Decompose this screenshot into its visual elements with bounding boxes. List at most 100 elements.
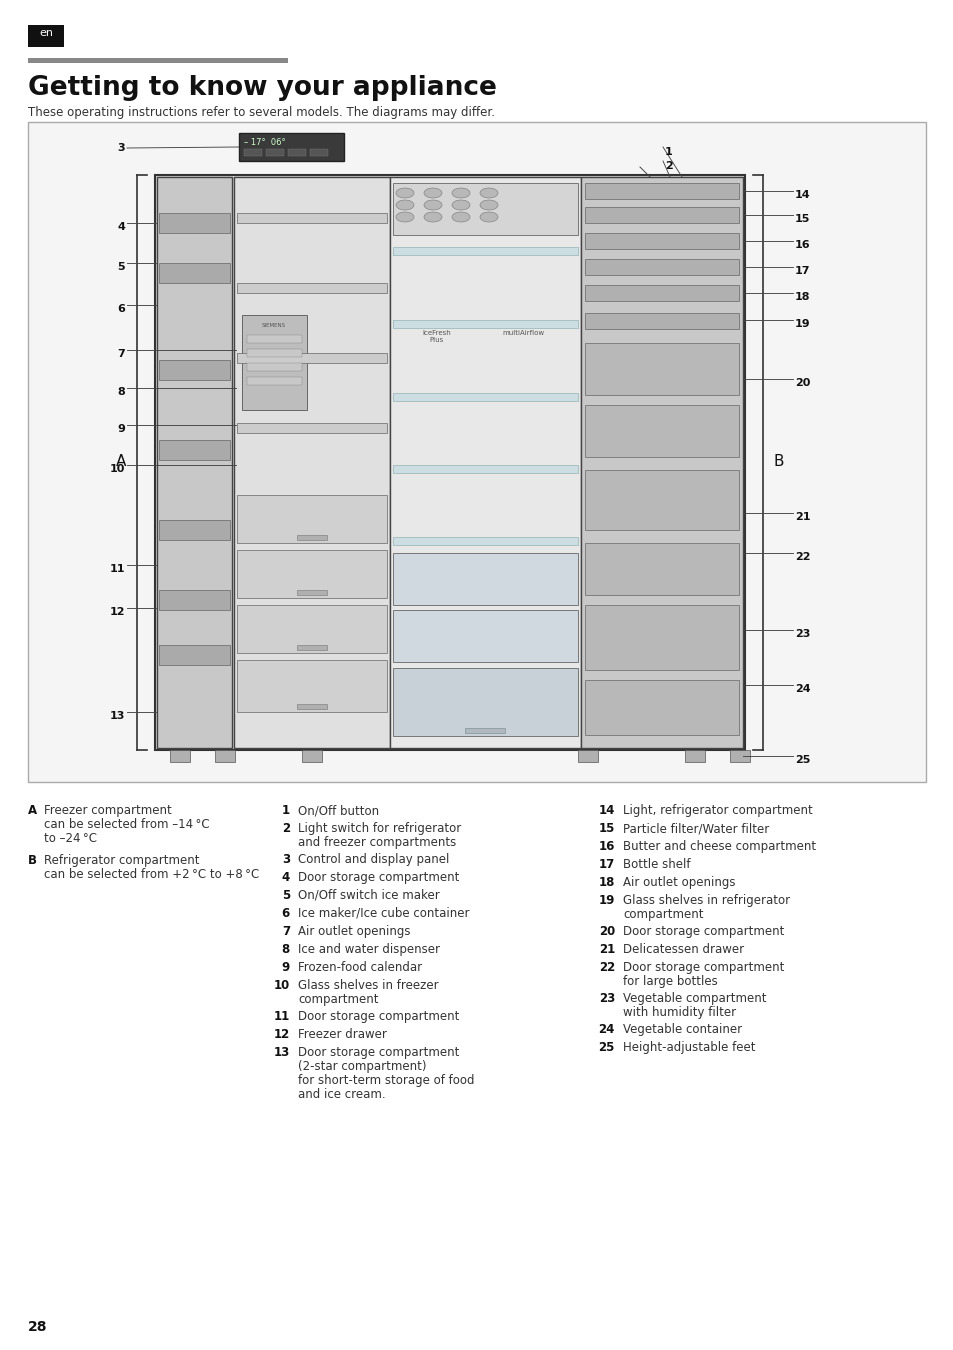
Bar (28, 58, 288, 63)
Text: 8: 8 (117, 387, 125, 397)
Text: en: en (39, 28, 53, 38)
Text: 21: 21 (598, 944, 615, 956)
Bar (288, 148, 306, 157)
Bar (170, 751, 190, 761)
Text: 24: 24 (598, 1023, 615, 1035)
Bar (584, 285, 739, 301)
Text: 8: 8 (281, 944, 290, 956)
Text: 10: 10 (274, 979, 290, 992)
Text: (2-star compartment): (2-star compartment) (297, 1060, 426, 1073)
Text: Air outlet openings: Air outlet openings (297, 925, 410, 938)
Text: Air outlet openings: Air outlet openings (622, 876, 735, 890)
Text: 4: 4 (117, 221, 125, 232)
Ellipse shape (479, 212, 497, 221)
Bar (242, 315, 307, 410)
Text: Height-adjustable feet: Height-adjustable feet (622, 1041, 755, 1054)
Bar (159, 520, 230, 540)
Text: Light, refrigerator compartment: Light, refrigerator compartment (622, 805, 812, 817)
Bar (393, 184, 578, 235)
Bar (729, 751, 749, 761)
Bar (159, 263, 230, 284)
Text: – 17°  06°: – 17° 06° (244, 138, 285, 147)
Text: Light switch for refrigerator: Light switch for refrigerator (297, 822, 460, 836)
Bar (157, 177, 232, 748)
Text: 22: 22 (794, 552, 810, 562)
Text: 18: 18 (598, 876, 615, 890)
Text: 15: 15 (598, 822, 615, 836)
Text: 22: 22 (598, 961, 615, 973)
Bar (244, 148, 262, 157)
Text: Refrigerator compartment: Refrigerator compartment (44, 855, 199, 867)
Text: 6: 6 (281, 907, 290, 919)
Bar (393, 247, 578, 255)
Text: Ice and water dispenser: Ice and water dispenser (297, 944, 439, 956)
Text: to –24 °C: to –24 °C (44, 832, 97, 845)
Text: compartment: compartment (622, 909, 702, 921)
Bar (584, 207, 739, 223)
Bar (296, 703, 327, 709)
Bar (390, 177, 580, 748)
Bar (584, 470, 739, 531)
Bar (247, 350, 302, 356)
Text: A: A (28, 805, 37, 817)
Text: 17: 17 (598, 859, 615, 871)
Text: 28: 28 (28, 1320, 48, 1334)
Text: and ice cream.: and ice cream. (297, 1088, 385, 1102)
Text: 13: 13 (110, 711, 125, 721)
Text: 19: 19 (794, 319, 810, 329)
Text: 5: 5 (117, 262, 125, 271)
Bar (584, 680, 739, 734)
Text: 25: 25 (598, 1041, 615, 1054)
Text: 6: 6 (117, 304, 125, 315)
Bar (266, 148, 284, 157)
Text: 2: 2 (281, 822, 290, 836)
Bar (684, 751, 704, 761)
Text: Freezer compartment: Freezer compartment (44, 805, 172, 817)
Text: B: B (28, 855, 37, 867)
Bar (393, 668, 578, 736)
Text: with humidity filter: with humidity filter (622, 1006, 736, 1019)
Text: 7: 7 (117, 350, 125, 359)
Text: Door storage compartment: Door storage compartment (297, 1010, 459, 1023)
Ellipse shape (423, 212, 441, 221)
Text: Getting to know your appliance: Getting to know your appliance (28, 76, 497, 101)
Bar (28, 26, 64, 47)
Bar (236, 549, 387, 598)
Bar (236, 423, 387, 433)
Bar (580, 177, 742, 748)
Bar (296, 535, 327, 540)
Text: 1: 1 (664, 147, 672, 157)
Bar (296, 645, 327, 649)
Bar (584, 543, 739, 595)
Text: for large bottles: for large bottles (622, 975, 717, 988)
Bar (236, 352, 387, 363)
Text: 13: 13 (274, 1046, 290, 1058)
Text: 3: 3 (117, 143, 125, 153)
Bar (233, 177, 390, 748)
Bar (584, 605, 739, 670)
Text: 23: 23 (598, 992, 615, 1004)
Text: Door storage compartment: Door storage compartment (622, 925, 783, 938)
Ellipse shape (479, 200, 497, 211)
Text: 14: 14 (598, 805, 615, 817)
Bar (28, 122, 925, 782)
Text: 16: 16 (794, 240, 810, 250)
Bar (393, 554, 578, 605)
Ellipse shape (452, 212, 470, 221)
Text: 15: 15 (794, 215, 809, 224)
Text: and freezer compartments: and freezer compartments (297, 836, 456, 849)
Bar (159, 213, 230, 234)
Text: for short-term storage of food: for short-term storage of food (297, 1075, 474, 1087)
Bar (247, 363, 302, 371)
Bar (247, 377, 302, 385)
Text: A: A (115, 455, 126, 470)
Text: Butter and cheese compartment: Butter and cheese compartment (622, 840, 815, 853)
Bar (584, 343, 739, 396)
Text: 20: 20 (794, 378, 809, 387)
Text: Door storage compartment: Door storage compartment (622, 961, 783, 973)
Text: 18: 18 (794, 292, 810, 302)
Text: Control and display panel: Control and display panel (297, 853, 449, 865)
Text: 19: 19 (598, 894, 615, 907)
Text: 24: 24 (794, 684, 810, 694)
Text: SIEMENS: SIEMENS (262, 323, 286, 328)
